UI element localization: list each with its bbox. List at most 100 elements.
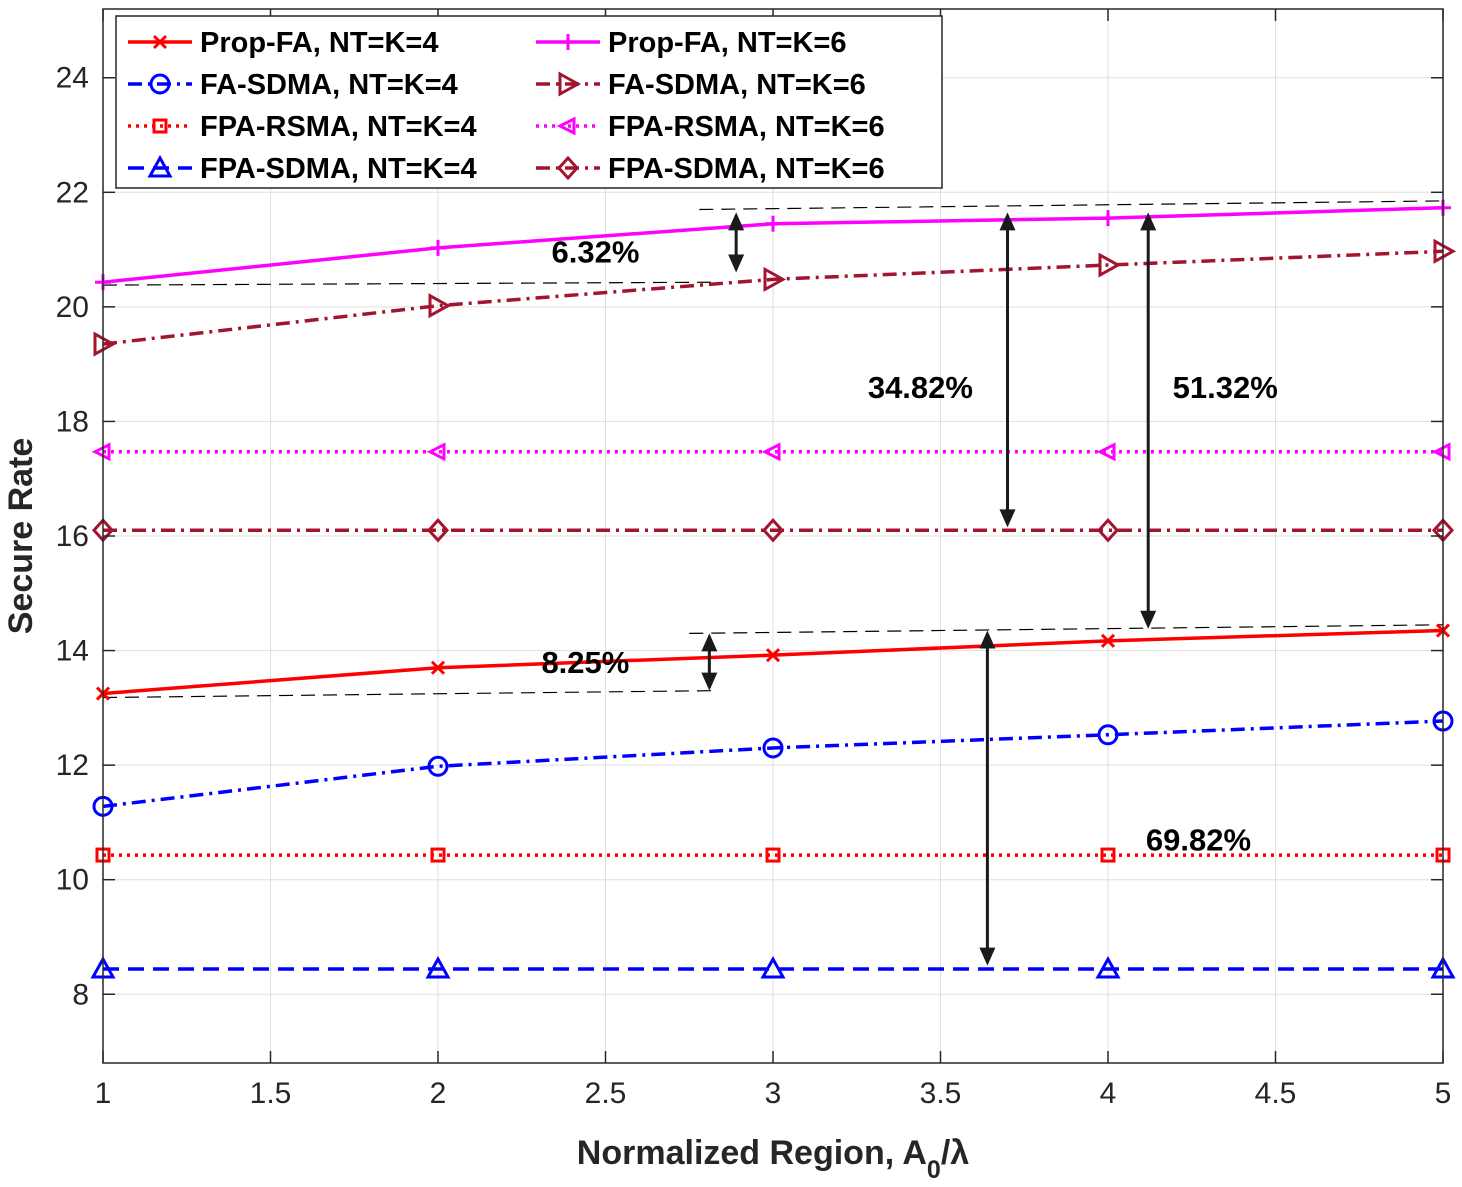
legend-label: FA-SDMA, NT=K=6: [608, 69, 866, 101]
data-point: [430, 847, 446, 863]
legend-item: FA-SDMA, NT=K=4: [128, 69, 458, 101]
data-point: [426, 442, 446, 462]
legend-marker: [558, 71, 582, 97]
x-axis-title-main: Normalized Region, A: [577, 1134, 927, 1172]
annotation-label: 6.32%: [551, 234, 639, 269]
y-tick-label: 22: [56, 176, 89, 209]
data-point: [426, 518, 450, 543]
data-point: [427, 755, 449, 777]
arrow-head-down: [1140, 610, 1157, 629]
double-arrow: [701, 633, 718, 691]
arrow-head-up: [979, 630, 996, 649]
y-tick-label: 8: [72, 978, 89, 1011]
legend-marker: [560, 34, 576, 50]
y-axis-title: Secure Rate: [2, 438, 40, 635]
data-point: [760, 955, 786, 979]
data-point: [1100, 210, 1116, 227]
series-7: [91, 442, 1451, 462]
annotation-group: 6.32% 34.82% 51.32% 8.25% 69.82%: [541, 234, 1277, 857]
legend-label: FA-SDMA, NT=K=4: [200, 69, 458, 101]
legend-marker: [152, 34, 168, 50]
x-tick-label: 4: [1100, 1077, 1117, 1110]
series-line: [102, 719, 1444, 809]
x-axis-title-suffix: /λ: [941, 1134, 969, 1172]
legend-marker: [556, 116, 576, 136]
x-tick-label: 5: [1435, 1077, 1452, 1110]
data-point: [1096, 442, 1116, 462]
x-axis-title: Normalized Region, A0/λ: [577, 1134, 969, 1184]
y-tick-label: 24: [56, 62, 89, 95]
data-point: [765, 215, 781, 232]
annotation-label: 34.82%: [868, 370, 973, 405]
guide-line: [102, 690, 713, 699]
data-point: [1100, 633, 1116, 648]
arrow-head-down: [999, 509, 1016, 528]
double-arrow: [728, 212, 745, 273]
legend-item: FPA-SDMA, NT=K=6: [536, 153, 885, 185]
data-point: [430, 239, 446, 256]
legend-label: FPA-RSMA, NT=K=4: [200, 111, 477, 143]
series-line: [102, 249, 1444, 346]
data-point: [765, 847, 781, 863]
data-point: [761, 442, 781, 462]
guide-line: [102, 281, 713, 286]
data-point: [765, 648, 781, 663]
x-axis-title-sub: 0: [927, 1156, 941, 1184]
legend-label: FPA-SDMA, NT=K=4: [200, 153, 477, 185]
x-tick-label: 4.5: [1255, 1077, 1297, 1110]
legend-item: FPA-SDMA, NT=K=4: [128, 153, 477, 185]
data-point: [425, 955, 451, 979]
data-point: [91, 442, 111, 462]
y-tick-label: 18: [56, 405, 89, 438]
y-tick-label: 10: [56, 864, 89, 897]
y-tick-label: 14: [56, 635, 89, 668]
data-point: [1097, 724, 1119, 746]
data-point: [761, 518, 785, 543]
double-arrow: [979, 630, 996, 966]
data-point: [763, 266, 787, 292]
data-point: [1098, 252, 1122, 278]
x-tick-label: 1: [95, 1077, 112, 1110]
data-point: [430, 660, 446, 675]
legend-label: Prop-FA, NT=K=4: [200, 27, 439, 59]
legend-label: FPA-SDMA, NT=K=6: [608, 153, 885, 185]
y-tick-label: 20: [56, 291, 89, 324]
data-point: [1431, 442, 1451, 462]
y-tick-label: 12: [56, 749, 89, 782]
double-arrow: [999, 212, 1016, 528]
guide-line: [699, 200, 1444, 211]
legend-item: FA-SDMA, NT=K=6: [536, 69, 866, 101]
data-point: [93, 331, 117, 357]
y-tick-label: 16: [56, 520, 89, 553]
annotation-label: 8.25%: [541, 645, 629, 680]
legend-box: [115, 15, 943, 189]
legend-marker: [149, 73, 171, 95]
legend-marker: [152, 118, 168, 134]
data-point: [1433, 238, 1457, 264]
legend-item: FPA-RSMA, NT=K=4: [128, 111, 477, 143]
tick-group: 1 1.5 2 2.5 3 3.5 4 4.5 5 8 10 12 14 16 18 20 22 24: [56, 9, 1452, 1110]
arrow-head-up: [728, 212, 745, 231]
x-tick-label: 2: [430, 1077, 447, 1110]
series-1: [95, 623, 1451, 701]
arrow-head-up: [1140, 212, 1157, 231]
double-arrow: [1140, 212, 1157, 629]
series-6: [93, 238, 1457, 357]
data-point: [428, 293, 452, 319]
legend-label: Prop-FA, NT=K=6: [608, 27, 847, 59]
x-tick-label: 3.5: [920, 1077, 962, 1110]
annotation-label: 69.82%: [1146, 823, 1251, 858]
legend-item: Prop-FA, NT=K=6: [536, 27, 847, 59]
arrow-group: [701, 212, 1157, 966]
legend-marker: [556, 155, 580, 181]
guide-line: [689, 624, 1444, 634]
data-point: [1100, 847, 1116, 863]
arrow-head-down: [701, 672, 718, 691]
arrow-head-down: [979, 947, 996, 966]
legend: Prop-FA, NT=K=4 FA-SDMA, NT=K=4 FPA-RSMA, …: [115, 15, 943, 189]
arrow-head-up: [701, 633, 718, 652]
legend-item: FPA-RSMA, NT=K=6: [536, 111, 885, 143]
arrow-head-down: [728, 254, 745, 273]
x-tick-label: 1.5: [250, 1077, 292, 1110]
